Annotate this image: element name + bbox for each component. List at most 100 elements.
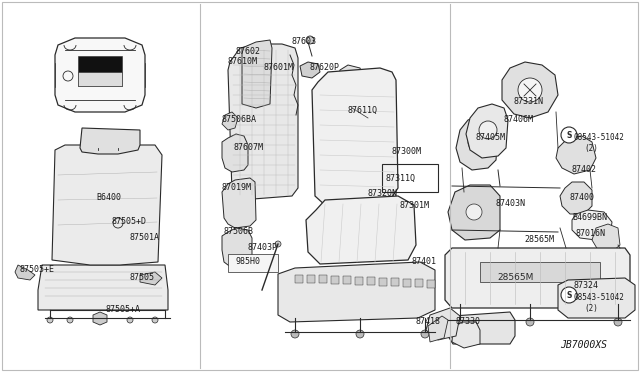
Text: 28565M: 28565M: [498, 273, 534, 282]
Circle shape: [466, 204, 482, 220]
Bar: [379, 278, 387, 286]
Circle shape: [67, 317, 73, 323]
Polygon shape: [228, 44, 298, 200]
Text: 87505+D: 87505+D: [112, 218, 147, 227]
Circle shape: [47, 317, 53, 323]
Text: S: S: [566, 291, 572, 299]
Text: 87405M: 87405M: [476, 134, 506, 142]
Bar: [331, 276, 339, 284]
Polygon shape: [338, 65, 364, 90]
Polygon shape: [242, 40, 272, 108]
Text: 87603: 87603: [292, 38, 317, 46]
Text: 87611Q: 87611Q: [348, 106, 378, 115]
Polygon shape: [222, 228, 252, 268]
Text: 87016N: 87016N: [576, 230, 606, 238]
Polygon shape: [15, 265, 35, 280]
Text: 87505+E: 87505+E: [20, 266, 55, 275]
Text: 87620P: 87620P: [310, 64, 340, 73]
Polygon shape: [93, 312, 107, 325]
Bar: [295, 275, 303, 283]
Text: JB7000XS: JB7000XS: [560, 340, 607, 350]
Circle shape: [614, 318, 622, 326]
Text: B6400: B6400: [96, 193, 121, 202]
Text: (2): (2): [584, 144, 598, 153]
Polygon shape: [300, 62, 320, 78]
Text: 87403N: 87403N: [496, 199, 526, 208]
Polygon shape: [448, 185, 500, 240]
Circle shape: [468, 132, 488, 152]
Text: S: S: [566, 131, 572, 140]
Polygon shape: [52, 145, 162, 265]
Bar: [307, 275, 315, 283]
Bar: [382, 164, 438, 192]
Bar: [78, 72, 122, 86]
Bar: [391, 278, 399, 286]
Text: 08543-51042: 08543-51042: [574, 294, 625, 302]
Bar: [480, 262, 600, 282]
Text: B4699BN: B4699BN: [572, 214, 607, 222]
Text: 87505+A: 87505+A: [105, 305, 140, 314]
Text: 87403P: 87403P: [248, 244, 278, 253]
Text: 87406M: 87406M: [504, 115, 534, 125]
Circle shape: [518, 78, 542, 102]
Text: 87301M: 87301M: [400, 202, 430, 211]
Circle shape: [561, 287, 577, 303]
Polygon shape: [140, 272, 162, 285]
Circle shape: [456, 318, 464, 326]
Text: 87324: 87324: [574, 282, 599, 291]
Circle shape: [356, 330, 364, 338]
Bar: [343, 276, 351, 284]
Bar: [403, 279, 411, 287]
Text: (2): (2): [584, 304, 598, 312]
Text: 87610M: 87610M: [228, 58, 258, 67]
Bar: [78, 56, 122, 86]
Text: 87331N: 87331N: [514, 97, 544, 106]
Polygon shape: [222, 112, 238, 130]
Polygon shape: [445, 248, 630, 308]
Circle shape: [97, 317, 103, 323]
Text: 87602: 87602: [236, 48, 261, 57]
Circle shape: [561, 127, 577, 143]
Circle shape: [306, 36, 314, 44]
Text: 87506BA: 87506BA: [222, 115, 257, 125]
Polygon shape: [572, 210, 612, 240]
Text: 985H0: 985H0: [236, 257, 261, 266]
Polygon shape: [428, 316, 448, 342]
Polygon shape: [560, 182, 592, 214]
Polygon shape: [278, 262, 435, 322]
Polygon shape: [558, 278, 635, 318]
Polygon shape: [556, 136, 596, 174]
Circle shape: [152, 317, 158, 323]
Text: 28565M: 28565M: [524, 235, 554, 244]
Text: 87019M: 87019M: [222, 183, 252, 192]
Polygon shape: [448, 312, 515, 344]
Circle shape: [479, 121, 497, 139]
Circle shape: [291, 330, 299, 338]
Text: 87402: 87402: [572, 166, 597, 174]
Bar: [415, 279, 423, 287]
Polygon shape: [456, 115, 498, 170]
Polygon shape: [38, 265, 168, 310]
Text: 87418: 87418: [416, 317, 441, 327]
Polygon shape: [306, 196, 416, 264]
Text: 87300M: 87300M: [392, 148, 422, 157]
Circle shape: [127, 317, 133, 323]
Polygon shape: [80, 128, 140, 154]
Bar: [427, 280, 435, 288]
Text: 87401: 87401: [412, 257, 437, 266]
Bar: [319, 275, 327, 283]
Text: 87330: 87330: [456, 317, 481, 327]
Text: 87505: 87505: [130, 273, 155, 282]
Polygon shape: [312, 68, 398, 206]
Circle shape: [421, 330, 429, 338]
Text: 87607M: 87607M: [234, 144, 264, 153]
Polygon shape: [466, 104, 508, 158]
Text: 87400: 87400: [570, 193, 595, 202]
Text: 87506B: 87506B: [224, 228, 254, 237]
Polygon shape: [452, 322, 480, 348]
Polygon shape: [222, 134, 248, 172]
Polygon shape: [426, 308, 460, 340]
Text: 87501A: 87501A: [130, 234, 160, 243]
Polygon shape: [502, 62, 558, 118]
Circle shape: [526, 318, 534, 326]
